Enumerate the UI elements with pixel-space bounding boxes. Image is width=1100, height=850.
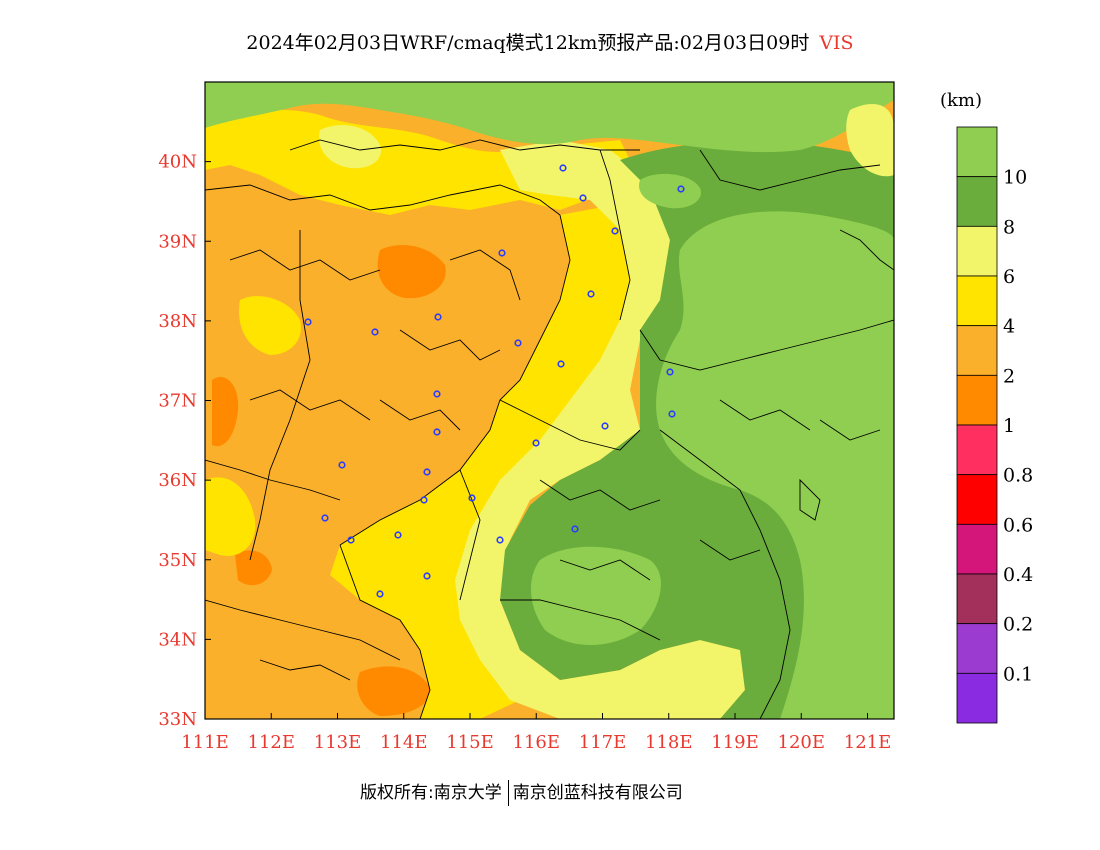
vis-zone-light-green-ne [639,173,701,209]
city-marker [611,227,619,235]
vis-zone-deep-orange-1 [377,245,446,299]
legend-label: 0.6 [1003,514,1033,536]
city-marker [579,194,587,202]
x-axis: 111E 112E 113E 114E 115E 116E 117E 118E 119E 120E… [181,713,891,753]
city-marker [468,494,476,502]
city-marker [587,290,595,298]
city-marker [304,318,312,326]
legend-label: 8 [1003,216,1015,238]
city-marker [321,514,329,522]
y-axis: 33N 34N 35N 36N 37N 38N 39N 40N [158,152,211,730]
x-tick-label: 115E [446,732,494,753]
legend-swatch [956,325,998,376]
vis-zone-deep-orange-3 [357,666,431,716]
city-marker [532,439,540,447]
vis-zone-yellow-sw [205,477,256,556]
copyright-left: 版权所有:南京大学 [360,783,502,803]
city-marker [559,164,567,172]
footer-separator [507,780,509,806]
city-marker [433,390,441,398]
vis-zone-deep-orange-2 [212,376,239,447]
x-tick-label: 118E [645,732,693,753]
legend-label: 1 [1003,415,1015,437]
y-tick-label: 39N [158,231,197,252]
legend-swatch [956,225,998,277]
y-tick-label: 33N [158,709,197,730]
y-tick-label: 34N [158,629,197,650]
vis-zone-light-green-south [530,546,661,645]
legend-unit: (km) [940,90,983,111]
vis-zone-light-green-main [656,211,894,719]
legend-label: 10 [1003,167,1027,189]
color-legend: 10 8 6 4 2 1 0.8 0.6 0.4 0.2 0.1 [956,126,1033,724]
city-marker [571,525,579,533]
city-marker [376,590,384,598]
legend-swatch [956,374,998,426]
y-tick-label: 37N [158,391,197,412]
x-tick-label: 111E [181,732,229,753]
legend-label: 0.1 [1003,663,1033,685]
city-marker [434,313,442,321]
city-marker [677,185,685,193]
x-tick-label: 117E [579,732,627,753]
x-tick-label: 119E [711,732,759,753]
legend-swatch [956,176,998,227]
legend-label: 0.8 [1003,465,1033,487]
vis-zone-pale-yellow [455,140,745,719]
vis-zone-light-green-north [205,82,894,153]
vis-zone-yellow-west [239,296,301,355]
x-tick-label: 120E [778,732,826,753]
legend-swatch [956,275,998,327]
legend-label: 6 [1003,266,1015,288]
admin-boundaries [205,139,894,719]
legend-swatch [956,474,998,525]
legend-swatch [956,523,998,575]
city-marker [433,428,441,436]
title-variable: VIS [819,32,854,54]
city-marker [347,536,355,544]
city-marker [668,410,676,418]
legend-label: 0.2 [1003,614,1033,636]
y-tick-label: 40N [158,152,197,173]
legend-swatch [956,126,998,178]
city-marker [601,422,609,430]
city-marker [338,461,346,469]
city-marker [394,531,402,539]
legend-swatch [956,672,998,724]
copyright-right: 南京创蓝科技有限公司 [512,783,683,803]
legend-swatch [956,623,998,674]
vis-zone-pale-yellow-ne [846,104,894,177]
city-marker [514,339,522,347]
map-plot-area [205,82,894,719]
city-marker [498,249,506,257]
legend-swatch [956,573,998,625]
copyright-footer: 版权所有:南京大学 南京创蓝科技有限公司 [360,778,683,806]
x-tick-label: 114E [380,732,428,753]
y-tick-label: 38N [158,311,197,332]
x-tick-label: 113E [314,732,362,753]
legend-label: 0.4 [1003,564,1033,586]
city-marker [423,468,431,476]
legend-label: 4 [1003,316,1015,338]
city-marker [557,360,565,368]
city-marker [371,328,379,336]
city-marker [496,536,504,544]
legend-label: 2 [1003,365,1015,387]
vis-zone-deep-orange-4 [235,550,272,586]
vis-zone-yellow-central [330,200,650,719]
legend-swatch [956,424,998,476]
city-marker [423,572,431,580]
title-main: 2024年02月03日WRF/cmaq模式12km预报产品:02月03日09时 [246,32,810,54]
city-marker [420,496,428,504]
city-markers [304,164,685,598]
map-title: 2024年02月03日WRF/cmaq模式12km预报产品:02月03日09时 V… [0,28,1100,55]
y-tick-label: 36N [158,470,197,491]
x-tick-label: 116E [513,732,561,753]
x-tick-label: 112E [248,732,296,753]
city-marker [666,368,674,376]
x-tick-label: 121E [844,732,892,753]
y-tick-label: 35N [158,550,197,571]
vis-zone-pale-yellow-nw [319,125,381,169]
